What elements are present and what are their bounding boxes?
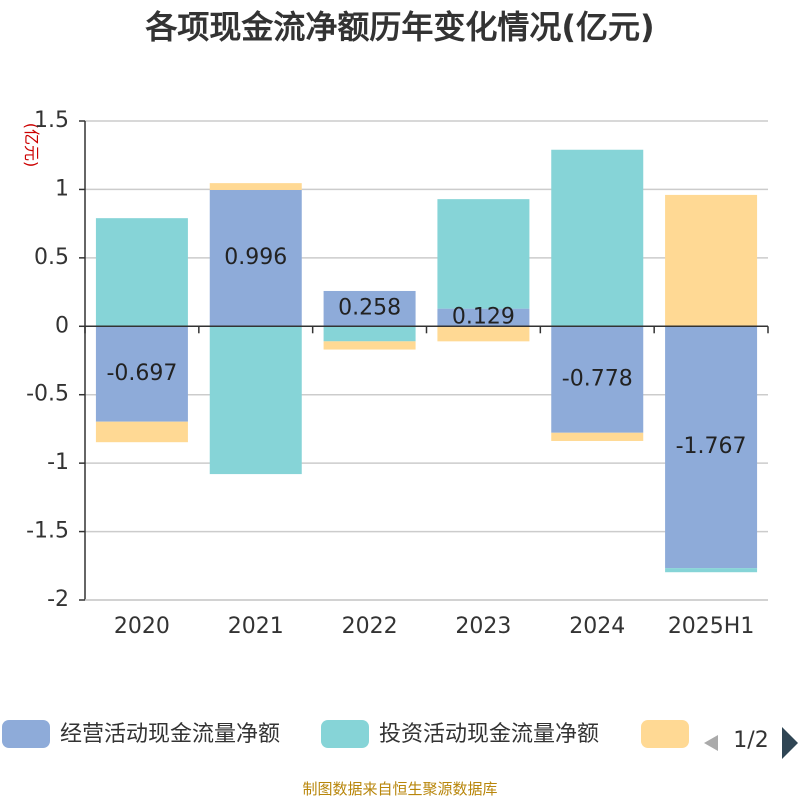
legend-swatch-0[interactable] [2, 720, 50, 748]
x-tick-label: 2023 [455, 614, 511, 639]
bars [95, 149, 758, 573]
data-label: -0.778 [562, 367, 633, 392]
bar-series-2-2020[interactable] [95, 421, 188, 443]
bar-series-1-2021[interactable] [209, 326, 302, 475]
legend-pager: 1/2 [704, 727, 798, 759]
bar-series-1-2023[interactable] [437, 199, 530, 309]
source-note: 制图数据来自恒生聚源数据库 [302, 780, 497, 798]
data-label: -0.697 [106, 361, 177, 386]
bar-series-2-2024[interactable] [551, 432, 644, 441]
legend-prev-page-icon[interactable] [704, 735, 718, 751]
x-tick-label: 2022 [342, 614, 398, 639]
x-tick-label: 2024 [569, 614, 625, 639]
bar-series-2-2022[interactable] [323, 341, 416, 350]
y-tick-label: 0 [55, 313, 69, 338]
bar-series-0-2021[interactable] [209, 189, 302, 327]
legend: 经营活动现金流量净额 投资活动现金流量净额 [2, 720, 689, 748]
x-tick-label: 2025H1 [668, 614, 755, 639]
y-tick-label: 0.5 [34, 245, 69, 270]
bar-series-2-2025H1[interactable] [665, 194, 758, 327]
x-tick-label: 2021 [228, 614, 284, 639]
bar-series-0-2024[interactable] [551, 326, 644, 433]
y-tick-label: -0.5 [26, 382, 69, 407]
data-labels: -0.697 0.996 0.258 0.129 -0.778 -1.767 [106, 245, 746, 459]
bar-series-1-2025H1[interactable] [665, 568, 758, 573]
y-tick-label: -2 [47, 587, 69, 612]
y-tick-label: -1 [47, 450, 69, 475]
data-label: 0.996 [224, 245, 287, 270]
bar-series-2-2023[interactable] [437, 326, 530, 342]
y-tick-label: -1.5 [26, 519, 69, 544]
bar-series-0-2023[interactable] [437, 308, 530, 327]
bar-series-0-2020[interactable] [95, 326, 188, 422]
bar-series-1-2024[interactable] [551, 149, 644, 327]
y-tick-label: 1.5 [34, 108, 69, 133]
bar-series-2-2021[interactable] [209, 183, 302, 190]
y-axis-unit: (亿元) [22, 123, 41, 168]
bar-series-0-2022[interactable] [323, 290, 416, 327]
data-label: -1.767 [676, 434, 747, 459]
data-label: 0.258 [338, 296, 401, 321]
y-tick-label: 1 [55, 176, 69, 201]
legend-label-1[interactable]: 投资活动现金流量净额 [379, 722, 599, 747]
legend-label-0[interactable]: 经营活动现金流量净额 [60, 722, 280, 747]
chart-title: 各项现金流净额历年变化情况(亿元) [145, 8, 654, 46]
bar-series-1-2022[interactable] [323, 326, 416, 342]
legend-next-page-icon[interactable] [782, 727, 798, 759]
legend-swatch-1[interactable] [321, 720, 369, 748]
x-tick-label: 2020 [114, 614, 170, 639]
legend-swatch-2[interactable] [641, 720, 689, 748]
bar-series-1-2020[interactable] [95, 218, 188, 327]
bar-series-0-2025H1[interactable] [665, 326, 758, 569]
data-label: 0.129 [452, 304, 515, 329]
axes: 1.5 1 0.5 0 -0.5 -1 -1.5 -2 2020 2021 2022 2023 2024… [26, 108, 769, 639]
legend-page-indicator: 1/2 [733, 728, 768, 753]
